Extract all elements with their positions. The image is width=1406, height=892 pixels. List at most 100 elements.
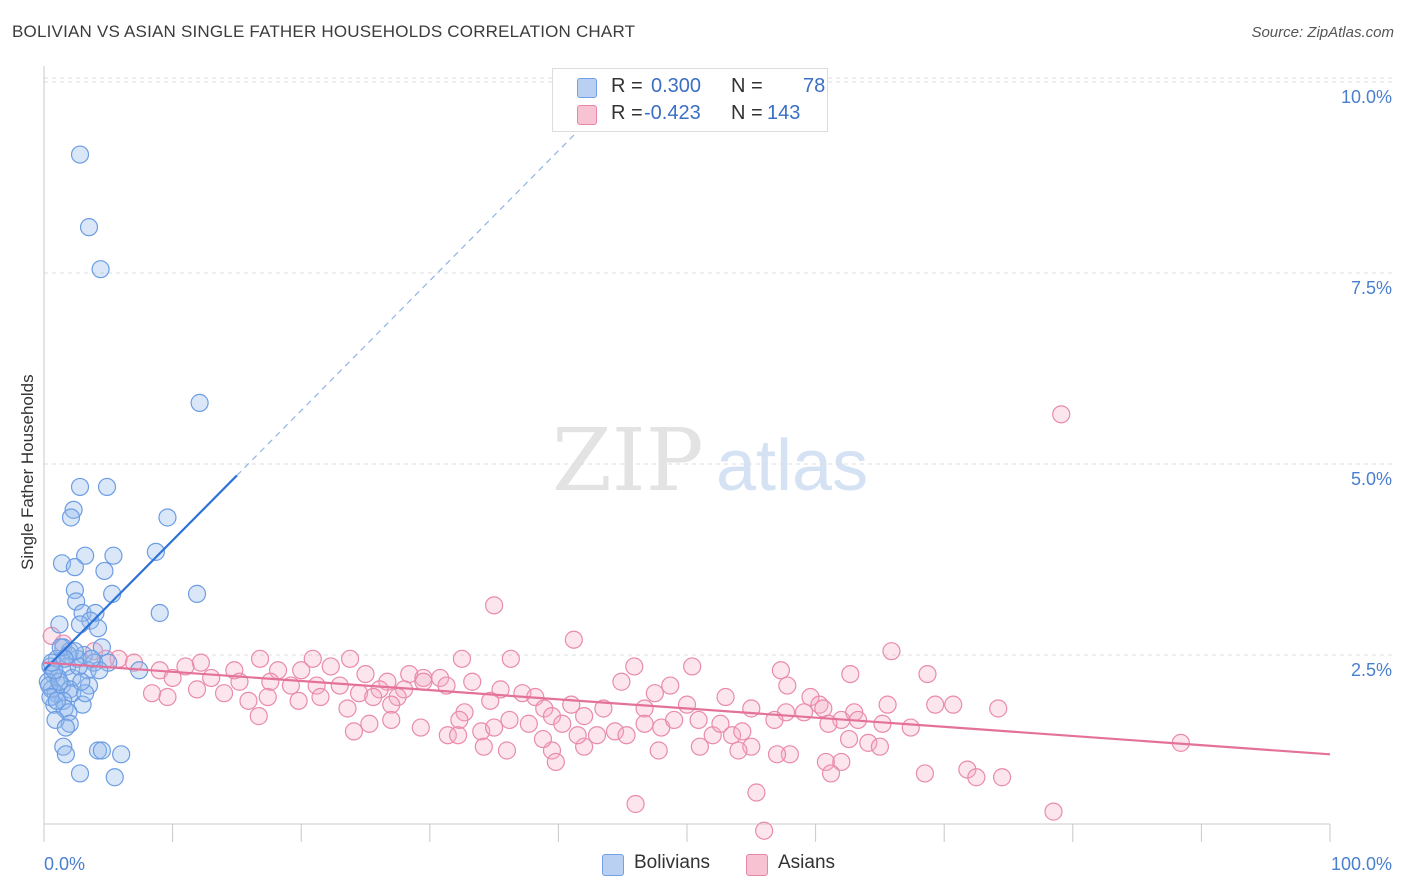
point-asians xyxy=(535,699,554,718)
point-asians xyxy=(689,710,708,730)
point-asians xyxy=(414,672,433,691)
watermark: ZIP atlas xyxy=(552,411,868,511)
point-asians xyxy=(202,668,221,688)
point-bolivians xyxy=(187,584,207,603)
point-asians xyxy=(452,649,472,668)
legend-n-value: 78 xyxy=(803,75,826,97)
point-bolivians xyxy=(46,710,65,730)
point-asians xyxy=(163,668,182,688)
point-asians xyxy=(992,768,1012,787)
point-bolivians xyxy=(47,691,66,710)
point-asians xyxy=(364,687,383,707)
legend-n-value: 143 xyxy=(767,102,801,124)
legend-r-value: -0.423 xyxy=(644,102,701,124)
y-tick-label: 5.0% xyxy=(1351,469,1392,489)
point-bolivians xyxy=(73,603,92,623)
y-axis-label: Single Father Households xyxy=(18,374,37,570)
point-asians xyxy=(944,695,963,714)
point-asians xyxy=(519,714,538,733)
point-bolivians xyxy=(65,558,84,577)
point-asians xyxy=(250,649,270,668)
point-asians xyxy=(859,733,878,752)
point-bolivians xyxy=(105,768,124,787)
point-bolivians xyxy=(56,718,75,737)
point-bolivians xyxy=(70,477,90,497)
point-asians xyxy=(918,664,937,684)
point-asians xyxy=(612,672,631,691)
watermark-zip: ZIP xyxy=(552,411,704,511)
point-asians xyxy=(626,794,645,814)
legend-row-asians: R = -0.423 N = 143 xyxy=(553,102,827,128)
point-bolivians xyxy=(92,741,111,760)
trend-line-bolivians-extension xyxy=(236,124,585,476)
point-asians xyxy=(176,657,195,676)
legend-swatch-asians xyxy=(577,105,597,125)
point-asians xyxy=(575,707,594,726)
point-asians xyxy=(594,699,613,718)
point-asians xyxy=(485,596,504,615)
point-asians xyxy=(733,722,752,741)
point-asians xyxy=(542,707,562,726)
point-asians xyxy=(767,745,787,764)
point-asians xyxy=(882,642,901,661)
point-asians xyxy=(605,722,625,741)
point-bolivians xyxy=(65,642,84,661)
point-asians xyxy=(491,680,510,699)
point-bolivians xyxy=(88,741,108,760)
point-asians xyxy=(1044,802,1063,821)
point-asians xyxy=(729,741,748,760)
trend-lines xyxy=(43,124,1331,756)
point-asians xyxy=(722,726,742,745)
point-asians xyxy=(497,741,517,760)
gridlines xyxy=(44,77,1392,656)
point-bolivians xyxy=(82,649,101,668)
point-bolivians xyxy=(61,508,81,527)
point-asians xyxy=(617,726,636,745)
bottom-legend-swatch-asians xyxy=(746,854,768,876)
point-asians xyxy=(481,691,500,710)
x-tick-labels: 0.0% 100.0% xyxy=(44,854,1392,874)
point-asians xyxy=(344,722,364,741)
point-asians xyxy=(303,649,322,668)
point-bolivians xyxy=(91,260,110,279)
point-asians xyxy=(448,726,468,745)
point-asians xyxy=(338,699,357,718)
bottom-legend-label-asians: Asians xyxy=(778,852,836,873)
point-asians xyxy=(649,741,668,760)
point-asians xyxy=(870,737,890,756)
y-tick-label: 2.5% xyxy=(1351,660,1392,680)
point-bolivians xyxy=(67,592,86,611)
point-asians xyxy=(356,664,375,684)
point-asians xyxy=(370,680,389,699)
point-asians xyxy=(292,661,311,680)
chart-title: BOLIVIAN VS ASIAN SINGLE FATHER HOUSEHOL… xyxy=(12,22,636,41)
point-bolivians xyxy=(56,745,75,764)
x-tick-label: 0.0% xyxy=(44,854,85,874)
point-asians xyxy=(841,664,860,684)
point-bolivians xyxy=(73,695,92,714)
point-asians xyxy=(878,695,897,714)
point-asians xyxy=(711,714,730,733)
point-bolivians xyxy=(51,638,70,657)
point-asians xyxy=(915,764,935,783)
trend-line-bolivians xyxy=(43,474,238,672)
point-bolivians xyxy=(70,145,90,164)
legend: R = 0.300 N = 78 R = -0.423 N = 143 xyxy=(552,68,828,132)
point-bolivians xyxy=(88,619,108,638)
point-asians xyxy=(780,745,799,764)
point-asians xyxy=(677,695,697,714)
point-asians xyxy=(690,737,709,756)
point-asians xyxy=(191,653,210,672)
legend-swatch-bolivians xyxy=(577,78,597,98)
point-asians xyxy=(553,714,572,733)
point-asians xyxy=(665,710,684,730)
point-asians xyxy=(261,672,280,691)
x-tick-label: 100.0% xyxy=(1331,854,1392,874)
point-asians xyxy=(1052,405,1071,424)
data-points xyxy=(38,145,1190,840)
point-asians xyxy=(258,687,277,707)
point-asians xyxy=(821,764,841,783)
point-asians xyxy=(501,649,520,668)
point-asians xyxy=(142,684,162,703)
